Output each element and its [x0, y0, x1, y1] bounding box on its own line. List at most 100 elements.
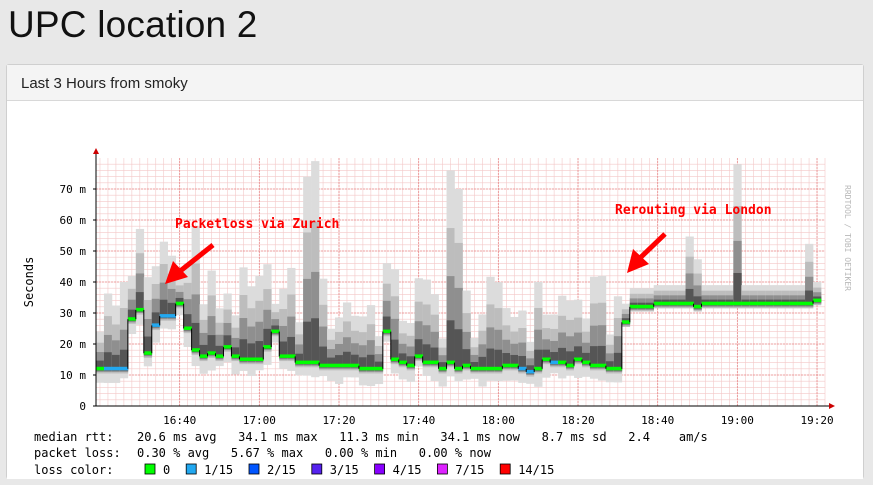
smoke-band: [574, 346, 583, 362]
smoke-band: [342, 351, 352, 368]
x-tick-label: 18:00: [482, 414, 515, 427]
median-segment: [693, 304, 702, 309]
median-segment: [813, 298, 822, 303]
y-tick-label: 30 m: [60, 307, 87, 320]
smoke-band: [605, 361, 615, 371]
smoke-band: [390, 339, 400, 362]
median-segment: [701, 301, 710, 306]
loss-color-label: loss color:: [34, 463, 113, 477]
loss-color-entry-label: 4/15: [393, 463, 422, 477]
smoke-band: [589, 346, 599, 368]
median-segment: [582, 360, 591, 365]
median-segment: [629, 304, 639, 309]
median-segment: [613, 366, 623, 371]
median-segment: [717, 301, 726, 306]
median-segment: [757, 301, 766, 306]
median-segment: [398, 360, 408, 365]
x-tick-label: 18:40: [641, 414, 674, 427]
x-tick-label: 19:00: [721, 414, 754, 427]
smoke-band: [223, 335, 232, 349]
median-segment: [96, 366, 105, 371]
smoke-band: [454, 329, 463, 371]
smoke-band: [470, 362, 479, 371]
median-segment: [191, 348, 200, 352]
median-segment: [797, 301, 806, 306]
smoke-band: [231, 347, 240, 359]
median-segment: [589, 363, 599, 368]
median-segment: [279, 354, 288, 358]
median-segment: [637, 304, 647, 309]
x-tick-label: 17:00: [243, 414, 276, 427]
median-segment: [239, 357, 248, 361]
median-segment: [215, 354, 224, 358]
median-segment: [709, 301, 718, 306]
median-segment: [518, 366, 527, 371]
smoke-band: [191, 322, 200, 353]
smoke-band: [478, 356, 487, 371]
median-segment: [661, 301, 670, 306]
median-segment: [159, 314, 169, 318]
y-tick-label: 60 m: [60, 214, 87, 227]
median-segment: [342, 363, 352, 368]
smoke-band: [271, 325, 280, 334]
loss-color-swatch: [499, 463, 511, 475]
annotation-arrow-shaft: [177, 243, 215, 274]
smoke-band: [311, 318, 320, 365]
median-rtt-label: median rtt:: [34, 430, 113, 444]
median-segment: [574, 357, 583, 361]
page-title: UPC location 2: [8, 4, 258, 45]
smoke-band: [199, 344, 208, 359]
smoke-band: [494, 349, 503, 371]
median-segment: [805, 301, 814, 306]
loss-color-entry-label: 1/15: [204, 463, 233, 477]
median-segment: [478, 366, 487, 371]
legend-layer: median rtt: 20.6 ms avg 34.1 ms max 11.3 …: [34, 430, 708, 477]
median-segment: [685, 301, 694, 306]
y-tick-label: 0: [79, 400, 86, 413]
median-segment: [183, 326, 192, 330]
median-segment: [534, 366, 543, 371]
smoke-band: [96, 360, 105, 371]
smoke-band: [119, 349, 129, 371]
median-segment: [255, 357, 264, 361]
annotation-packetloss: Packetloss via Zurich: [175, 217, 339, 232]
smoke-band: [335, 355, 344, 368]
loss-color-entry-label: 3/15: [330, 463, 359, 477]
median-segment: [199, 354, 208, 358]
median-segment: [335, 363, 344, 368]
median-segment: [223, 345, 232, 349]
median-segment: [438, 366, 447, 371]
median-segment: [645, 304, 655, 309]
smoke-band: [263, 328, 272, 349]
watermark-label: RRDTOOL / TOBI OETIKER: [843, 185, 852, 291]
smoke-band: [462, 349, 471, 368]
smoke-band: [510, 354, 519, 368]
loss-color-swatch: [374, 463, 386, 475]
smoke-band: [422, 344, 431, 365]
smoke-band: [374, 361, 384, 371]
annotation-layer: Packetloss via Zurich Rerouting via Londo…: [165, 203, 772, 284]
smoke-band: [215, 345, 224, 359]
median-segment: [526, 369, 535, 374]
smoke-band: [287, 336, 296, 359]
median-segment: [231, 354, 240, 358]
smoke-band: [486, 348, 495, 371]
median-segment: [374, 366, 384, 371]
axis-layer: 0 10 m 20 m 30 m 40 m 50 m 60 m 70 m 16:40 17:00 1…: [22, 148, 852, 427]
smoke-band: [103, 352, 113, 371]
median-segment: [725, 301, 734, 306]
y-tick-label: 40 m: [60, 276, 87, 289]
median-segment: [510, 363, 519, 368]
x-tick-label: 17:20: [322, 414, 355, 427]
median-segment: [422, 360, 431, 365]
loss-color-swatch: [311, 463, 323, 475]
smoke-band: [151, 312, 161, 328]
smoke-band: [255, 341, 264, 362]
median-segment: [621, 320, 631, 324]
median-segment: [550, 360, 559, 365]
median-segment: [446, 360, 455, 365]
median-segment: [327, 363, 336, 368]
x-tick-label: 18:20: [561, 414, 594, 427]
median-segment: [470, 366, 479, 371]
median-segment: [677, 301, 686, 306]
